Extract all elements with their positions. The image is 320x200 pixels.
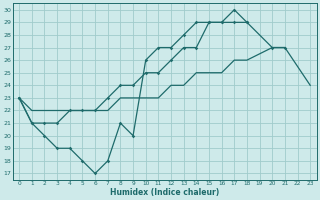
X-axis label: Humidex (Indice chaleur): Humidex (Indice chaleur) — [110, 188, 219, 197]
